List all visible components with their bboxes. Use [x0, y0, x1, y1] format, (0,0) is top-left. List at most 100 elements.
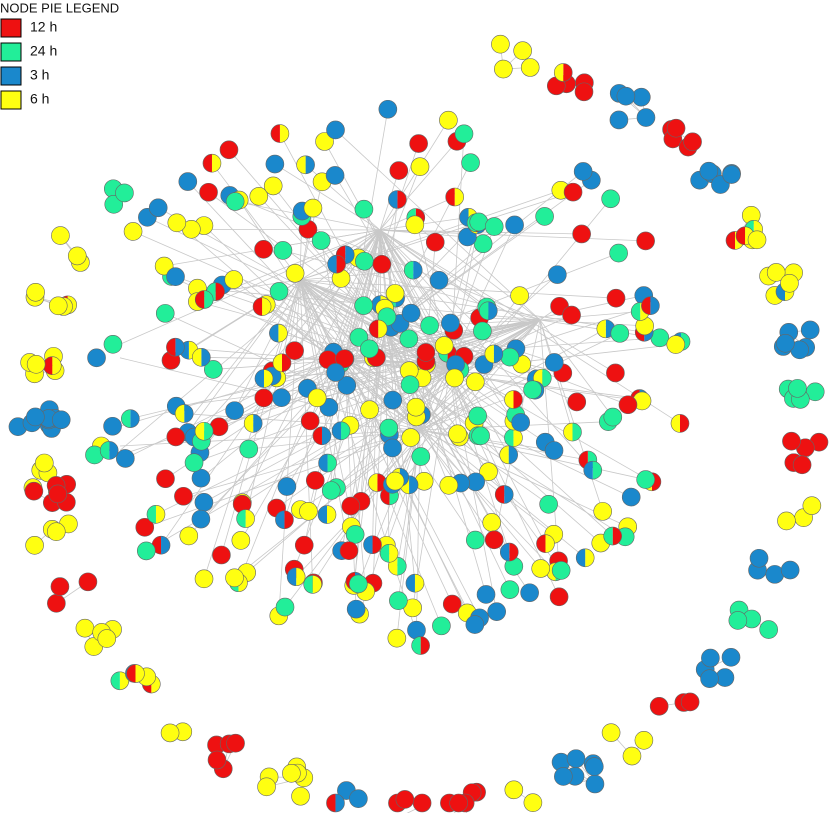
- edge: [274, 163, 381, 231]
- node: [194, 569, 214, 589]
- node: [636, 470, 655, 489]
- node: [567, 392, 587, 412]
- node: [155, 304, 175, 323]
- pie-slice: [305, 155, 315, 174]
- pie-node: [499, 445, 518, 465]
- edge: [391, 319, 541, 328]
- node: [601, 723, 621, 742]
- node: [203, 360, 223, 379]
- edge: [379, 141, 458, 231]
- node: [606, 288, 626, 308]
- node: [225, 192, 245, 211]
- node: [609, 243, 628, 263]
- node: [383, 390, 403, 410]
- edge: [197, 301, 451, 371]
- pie-slice: [650, 296, 660, 315]
- node: [249, 187, 269, 206]
- edge: [278, 291, 386, 331]
- node: [491, 34, 510, 54]
- pie-slice: [166, 338, 176, 357]
- pie-slice: [201, 348, 211, 367]
- edge: [175, 279, 301, 438]
- pie-node: [411, 636, 430, 655]
- node: [749, 548, 769, 568]
- pie-slice: [296, 567, 306, 586]
- node: [622, 746, 642, 766]
- pie-node: [146, 505, 166, 524]
- node: [802, 496, 822, 515]
- pie-slice: [262, 297, 272, 316]
- edge: [278, 279, 301, 616]
- node-outline: [270, 124, 290, 143]
- node-outline: [536, 534, 555, 553]
- pie-slice: [420, 636, 430, 655]
- node: [224, 270, 244, 289]
- node: [606, 363, 625, 383]
- pie-slice: [479, 301, 489, 320]
- node: [445, 368, 464, 388]
- pie-node: [270, 124, 290, 143]
- pie-node: [286, 567, 306, 587]
- node-outline: [494, 485, 514, 504]
- node: [387, 628, 407, 648]
- node: [303, 198, 323, 218]
- node: [473, 234, 493, 254]
- node: [360, 400, 379, 420]
- node: [523, 793, 543, 812]
- edge: [379, 229, 489, 312]
- node: [166, 427, 186, 447]
- pie-slice: [542, 369, 552, 388]
- node: [465, 530, 485, 550]
- node: [683, 132, 702, 152]
- node: [505, 215, 524, 235]
- node: [160, 723, 180, 743]
- pie-slice: [278, 324, 288, 343]
- pie-node: [318, 453, 337, 473]
- pie-node: [42, 356, 62, 375]
- pie-node: [194, 290, 214, 309]
- pie-slice: [155, 505, 165, 524]
- node: [434, 336, 454, 355]
- node: [406, 397, 426, 417]
- pie-slice: [326, 794, 336, 812]
- node: [572, 224, 591, 244]
- node: [399, 329, 419, 349]
- node: [601, 189, 620, 209]
- pie-slice: [272, 353, 282, 372]
- edge: [539, 319, 614, 418]
- pie-slice: [244, 414, 254, 433]
- node: [439, 110, 458, 130]
- node: [194, 493, 214, 512]
- node: [585, 774, 605, 794]
- edge: [539, 319, 645, 327]
- pie-slice: [405, 574, 415, 593]
- node: [680, 692, 700, 712]
- pie-slice: [215, 282, 225, 301]
- node: [257, 777, 276, 797]
- pie-slice: [327, 255, 337, 274]
- node-outline: [99, 441, 119, 460]
- pie-slice: [572, 423, 582, 442]
- node: [282, 764, 301, 783]
- pie-node: [254, 369, 274, 388]
- node: [494, 59, 513, 79]
- pie-slice: [287, 567, 297, 586]
- pie-node: [368, 319, 388, 339]
- pie-slice: [275, 510, 285, 529]
- pie-slice: [245, 509, 255, 528]
- pie-slice: [202, 154, 212, 173]
- pie-node: [583, 460, 603, 480]
- node: [46, 522, 66, 542]
- node: [315, 132, 334, 151]
- node: [135, 518, 155, 537]
- pie-slice: [312, 575, 322, 594]
- pie-node: [121, 409, 140, 428]
- node: [482, 513, 502, 532]
- node: [285, 263, 305, 283]
- node: [666, 118, 686, 138]
- pie-slice: [336, 255, 346, 274]
- pie-slice: [513, 428, 523, 447]
- node: [179, 526, 199, 546]
- node-outline: [405, 573, 425, 593]
